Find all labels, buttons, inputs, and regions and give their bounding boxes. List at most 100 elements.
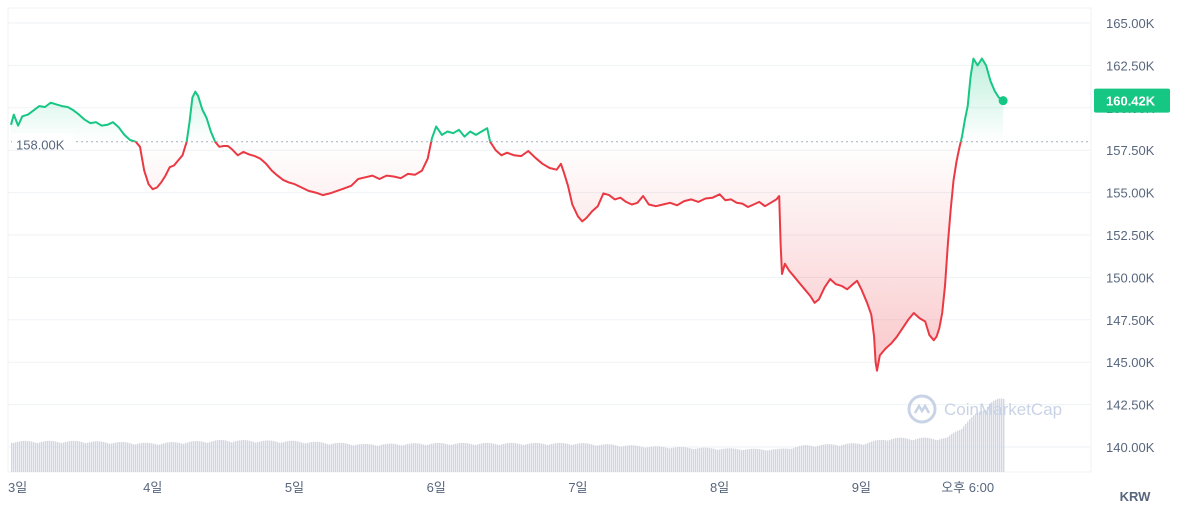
volume-bar — [491, 443, 493, 472]
volume-bar — [395, 444, 397, 472]
y-tick-label: 155.00K — [1106, 186, 1155, 201]
volume-bar — [867, 443, 869, 472]
y-tick-label: 142.50K — [1106, 398, 1155, 413]
volume-bar — [53, 441, 55, 472]
volume-bar — [189, 441, 191, 472]
volume-bar — [913, 439, 915, 472]
volume-bar — [525, 444, 527, 472]
volume-bar — [249, 440, 251, 472]
volume-bar — [957, 430, 959, 472]
volume-bar — [937, 440, 939, 472]
volume-bar — [821, 444, 823, 472]
volume-bar — [743, 449, 745, 472]
volume-bar — [325, 443, 327, 472]
volume-bar — [995, 399, 997, 472]
volume-bar — [269, 440, 271, 472]
volume-bar — [407, 444, 409, 472]
volume-bar — [943, 438, 945, 472]
volume-bar — [343, 443, 345, 472]
volume-bar — [645, 447, 647, 472]
volume-bar — [215, 440, 217, 472]
volume-bar — [363, 443, 365, 472]
volume-bar — [57, 442, 59, 472]
volume-bar — [347, 443, 349, 472]
volume-bar — [737, 449, 739, 472]
volume-bar — [503, 443, 505, 472]
volume-bar — [221, 439, 223, 472]
volume-bar — [517, 443, 519, 472]
volume-bar — [465, 443, 467, 472]
y-axis: 165.00K162.50K160.00K157.50K155.00K152.5… — [1106, 16, 1155, 455]
volume-bar — [725, 448, 727, 472]
volume-bar — [987, 406, 989, 472]
volume-bar — [949, 435, 951, 472]
volume-bar — [419, 443, 421, 472]
price-area-above-baseline — [11, 58, 1004, 142]
volume-bar — [977, 412, 979, 472]
volume-bar — [141, 442, 143, 472]
volume-bar — [545, 444, 547, 472]
volume-bar — [369, 444, 371, 472]
volume-bar — [679, 446, 681, 472]
volume-bar — [77, 441, 79, 472]
y-tick-label: 140.00K — [1106, 440, 1155, 455]
volume-bar — [557, 442, 559, 472]
volume-bar — [355, 444, 357, 472]
volume-bar — [831, 444, 833, 472]
volume-bar — [163, 443, 165, 472]
volume-bar — [873, 440, 875, 472]
volume-bar — [789, 448, 791, 472]
volume-bar — [671, 448, 673, 472]
volume-bar — [695, 448, 697, 472]
volume-bar — [109, 443, 111, 472]
volume-bar — [425, 445, 427, 472]
volume-bar — [211, 441, 213, 472]
volume-bar — [209, 442, 211, 472]
volume-bar — [157, 444, 159, 472]
volume-bar — [285, 441, 287, 472]
volume-bar — [903, 437, 905, 472]
volume-bar — [345, 443, 347, 472]
volume-bar — [287, 441, 289, 472]
volume-bar — [473, 444, 475, 472]
volume-bar — [713, 448, 715, 472]
volume-bar — [247, 440, 249, 472]
volume-bar — [839, 445, 841, 472]
volume-bar — [445, 443, 447, 472]
volume-bar — [897, 437, 899, 472]
volume-bar — [67, 441, 69, 472]
volume-bar — [25, 440, 27, 472]
volume-bar — [245, 440, 247, 472]
volume-bar — [861, 444, 863, 472]
volume-bar — [507, 443, 509, 472]
y-tick-label: 150.00K — [1106, 270, 1155, 285]
volume-bar — [763, 449, 765, 472]
volume-bar — [711, 448, 713, 472]
volume-bar — [615, 445, 617, 472]
volume-bar — [493, 443, 495, 472]
volume-bar — [777, 449, 779, 472]
volume-bar — [981, 410, 983, 472]
volume-bar — [823, 444, 825, 472]
volume-bar — [563, 443, 565, 472]
current-price-label: 160.42K — [1106, 94, 1156, 109]
volume-bar — [275, 441, 277, 472]
volume-bar — [677, 447, 679, 472]
volume-bar — [701, 447, 703, 472]
volume-bar — [161, 443, 163, 472]
volume-bar — [979, 411, 981, 472]
volume-bar — [655, 446, 657, 472]
volume-bar — [541, 443, 543, 472]
volume-bar — [595, 445, 597, 472]
volume-bar — [773, 449, 775, 472]
volume-bar — [729, 448, 731, 472]
volume-bar — [449, 444, 451, 472]
volume-bar — [147, 442, 149, 472]
volume-bar — [933, 439, 935, 472]
volume-bar — [917, 438, 919, 472]
volume-bar — [471, 444, 473, 472]
volume-bar — [589, 443, 591, 472]
volume-bar — [893, 438, 895, 472]
volume-bar — [101, 441, 103, 472]
volume-bar — [447, 444, 449, 472]
